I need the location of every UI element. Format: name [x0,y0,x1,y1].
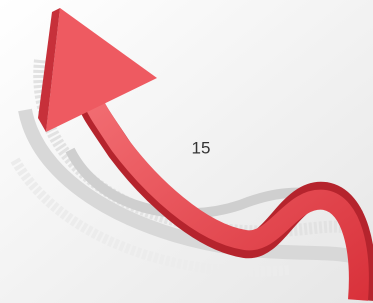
slide-number: 15 [192,138,211,157]
illustration: 15 [0,0,373,303]
